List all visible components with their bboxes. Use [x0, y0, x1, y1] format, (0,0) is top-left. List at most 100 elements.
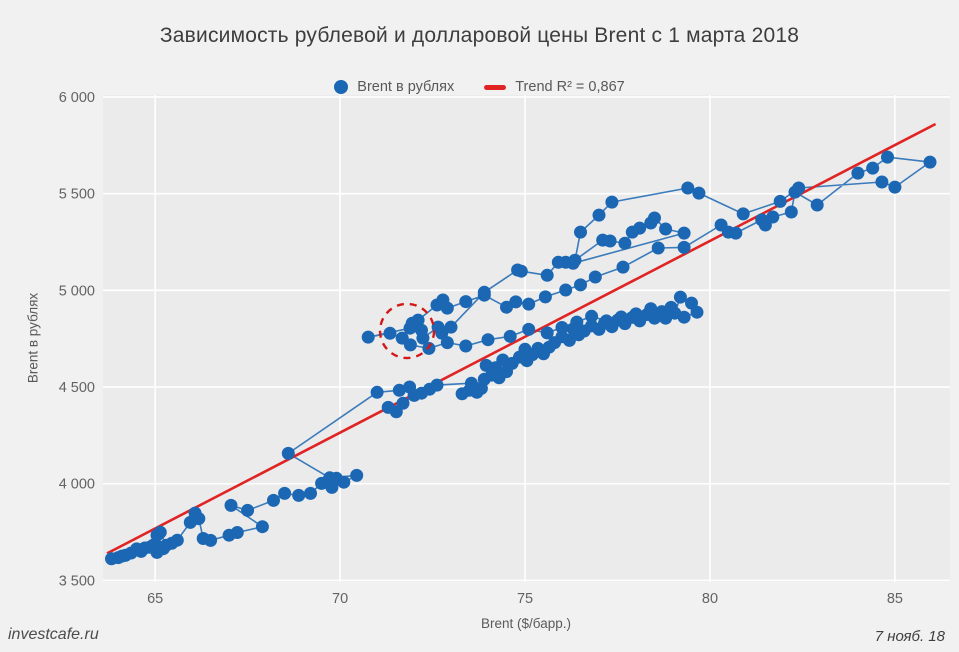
y-tick-label: 5 500	[59, 187, 95, 203]
data-point	[292, 488, 306, 502]
data-point	[455, 387, 469, 401]
data-point	[337, 475, 351, 489]
data-point	[651, 241, 665, 255]
data-point	[267, 493, 280, 507]
data-point	[681, 181, 695, 195]
x-tick-label: 85	[887, 591, 903, 607]
data-point	[792, 181, 806, 195]
x-tick-label: 80	[702, 591, 718, 607]
trend-line-icon	[484, 84, 507, 90]
data-point	[204, 533, 218, 547]
data-point	[540, 268, 554, 282]
data-point	[522, 322, 536, 336]
y-tick-label: 4 500	[59, 380, 95, 396]
data-point	[648, 211, 661, 225]
data-point	[677, 310, 691, 324]
plot-area	[103, 95, 950, 582]
data-point	[477, 285, 491, 299]
data-point	[503, 329, 517, 343]
data-point	[323, 471, 337, 485]
data-point	[255, 520, 269, 534]
data-point	[479, 358, 493, 372]
data-point	[574, 225, 587, 239]
y-tick-label: 6 000	[59, 90, 95, 106]
data-point	[230, 526, 244, 539]
data-point	[614, 310, 628, 324]
data-point	[851, 166, 865, 180]
legend-trend-label: Trend R² = 0,867	[515, 79, 625, 95]
data-point	[405, 316, 419, 330]
x-tick-label: 70	[332, 591, 348, 607]
data-point	[736, 207, 750, 221]
data-point	[888, 180, 902, 194]
data-point	[430, 378, 444, 392]
data-point	[588, 270, 602, 284]
data-point	[361, 330, 375, 344]
data-point	[440, 336, 454, 350]
x-axis-title: Brent ($/барр.)	[481, 616, 571, 631]
data-point	[511, 263, 525, 277]
annotation-circle	[378, 302, 436, 360]
data-point	[605, 195, 619, 209]
chart-date: 7 нояб. 18	[874, 628, 945, 645]
data-point	[392, 383, 406, 397]
data-point	[431, 320, 445, 334]
y-axis-title: Brent в рублях	[25, 292, 41, 384]
data-point	[866, 161, 880, 175]
data-point	[692, 186, 706, 200]
y-tick-label: 3 500	[59, 573, 95, 589]
chart-title: Зависимость рублевой и долларовой цены B…	[159, 24, 800, 47]
x-tick-label: 65	[147, 591, 163, 607]
data-point	[673, 290, 687, 304]
data-point	[633, 221, 647, 235]
chart-legend: Brent в рублях Trend R² = 0,867	[0, 77, 959, 97]
data-point	[224, 498, 238, 512]
data-point	[555, 321, 569, 334]
data-point	[729, 226, 743, 240]
data-point	[773, 194, 787, 208]
data-point	[153, 525, 167, 539]
data-point	[518, 342, 532, 356]
data-point	[618, 236, 632, 250]
source-link[interactable]: investcafe.ru	[8, 626, 99, 643]
data-point	[677, 240, 691, 254]
data-point	[304, 486, 317, 500]
data-point	[538, 290, 552, 304]
data-point	[881, 150, 894, 164]
data-point	[415, 323, 428, 337]
data-point	[395, 331, 409, 345]
y-tick-label: 5 000	[59, 283, 95, 299]
data-point	[370, 385, 384, 399]
data-point	[241, 503, 255, 517]
data-point	[603, 234, 617, 248]
data-point	[644, 302, 658, 316]
data-point	[875, 175, 889, 189]
data-point	[381, 400, 395, 414]
data-point	[350, 468, 364, 482]
data-point	[690, 305, 704, 319]
data-point	[522, 297, 536, 311]
data-point	[459, 339, 473, 353]
legend-item-trend: Trend R² = 0,867	[484, 79, 625, 95]
data-point	[278, 486, 292, 500]
data-point	[481, 333, 495, 347]
legend-item-series: Brent в рублях	[334, 79, 454, 95]
data-point	[923, 155, 937, 169]
data-point	[599, 314, 613, 328]
data-point	[659, 311, 673, 325]
data-point	[509, 295, 523, 309]
data-point	[616, 260, 630, 274]
data-point	[592, 208, 606, 222]
series-marker-icon	[334, 80, 349, 94]
data-point	[659, 222, 673, 236]
data-point	[440, 301, 454, 315]
data-point	[551, 255, 565, 269]
data-point	[574, 278, 587, 292]
data-point	[105, 552, 118, 566]
data-point	[281, 446, 295, 460]
data-point	[784, 205, 798, 219]
data-point	[170, 533, 184, 547]
data-point	[559, 283, 573, 297]
data-point	[677, 226, 691, 240]
data-point	[766, 210, 780, 224]
